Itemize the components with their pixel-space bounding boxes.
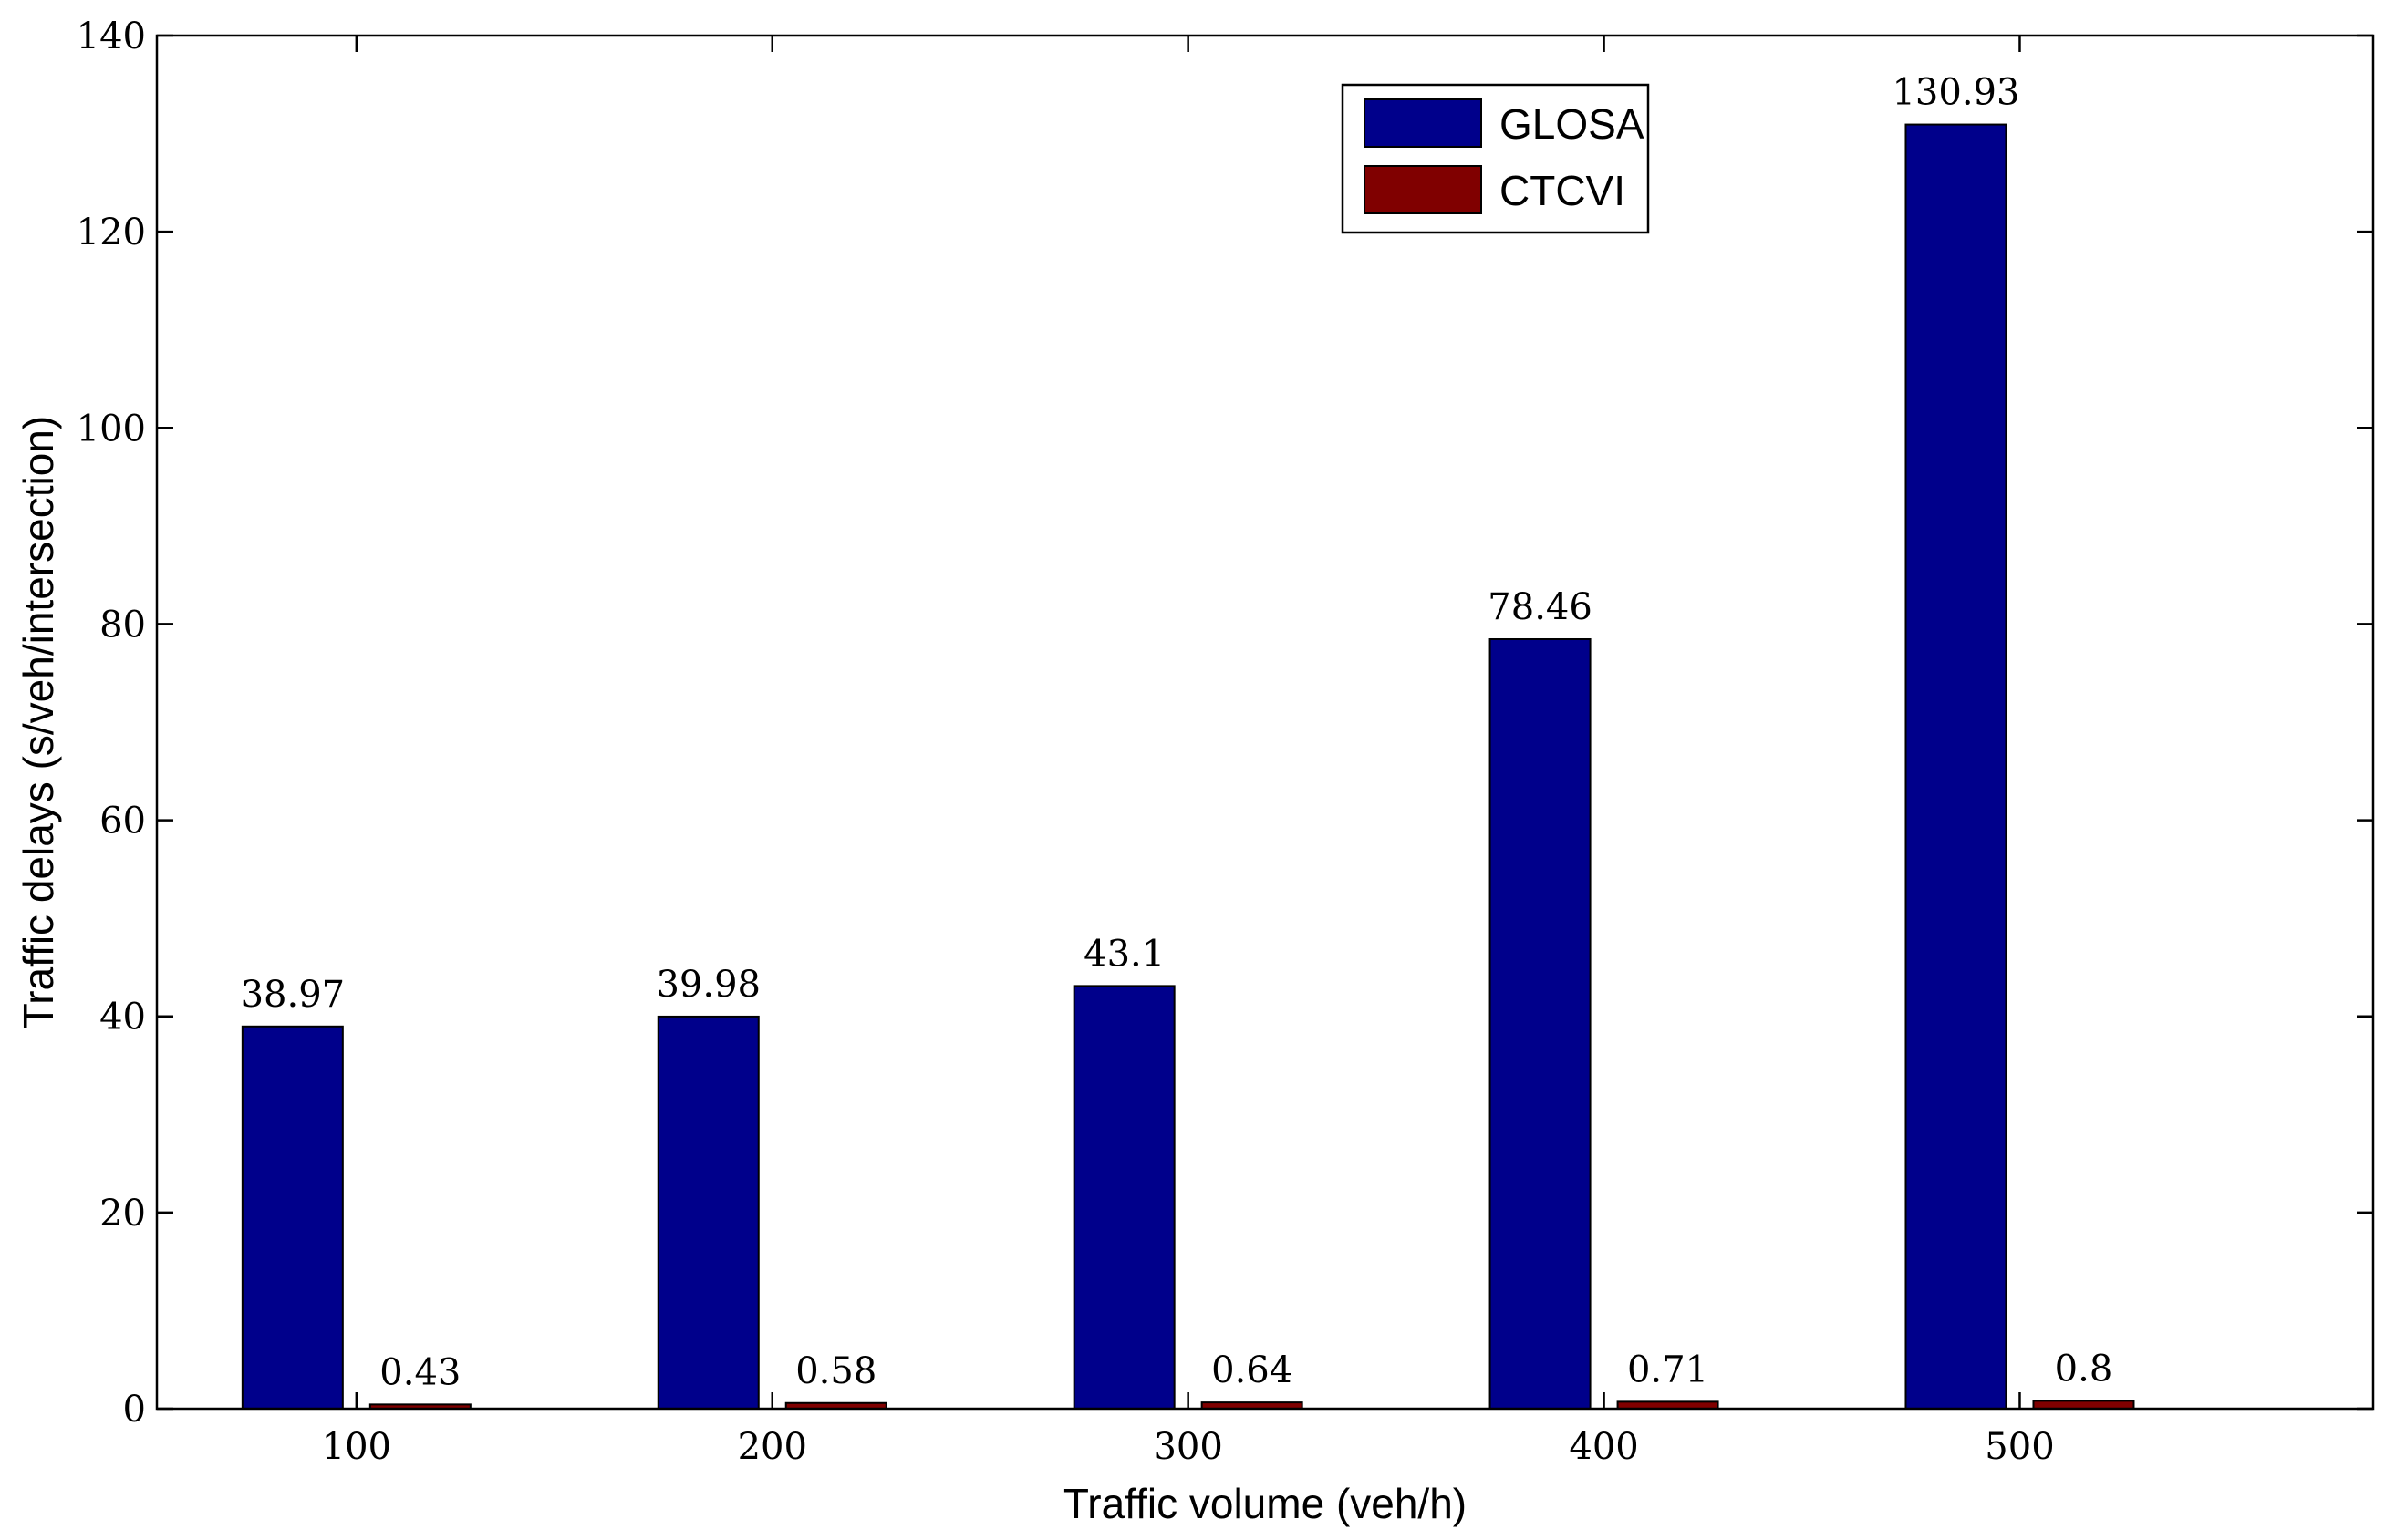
x-tick-label-200: 200 [738,1426,807,1468]
legend: GLOSA CTCVI [1341,83,1650,234]
legend-swatch-ctcvi [1364,165,1482,214]
y-tick-label-80: 80 [99,604,146,646]
legend-label-ctcvi: CTCVI [1499,167,1625,214]
x-tick-label-500: 500 [1985,1426,2054,1468]
data-label-ctcvi-100: 0.43 [379,1351,461,1393]
data-label-glosa-300: 43.1 [1084,933,1165,975]
bar-glosa-200 [657,1015,760,1410]
y-tick-label-20: 20 [99,1193,146,1235]
y-tick-label-120: 120 [77,212,146,253]
x-axis-title: Traffic volume (veh/h) [1063,1480,1467,1527]
bar-glosa-300 [1073,985,1176,1411]
y-tick-label-0: 0 [123,1389,146,1431]
legend-swatch-glosa [1364,98,1482,148]
bar-glosa-400 [1488,637,1592,1410]
data-label-ctcvi-400: 0.71 [1627,1349,1708,1390]
y-axis-title: Traffic delays (s/veh/intersection) [15,416,62,1028]
data-label-ctcvi-200: 0.58 [795,1350,876,1392]
data-label-group: 38.97 0.43 39.98 0.58 43.1 0.64 78.46 0.71 130.9… [241,72,2113,1394]
y-tick-label-40: 40 [99,997,146,1039]
data-label-glosa-200: 39.98 [656,964,761,1006]
plot-area [157,36,2373,1409]
data-label-ctcvi-500: 0.8 [2055,1348,2113,1390]
x-tick-label-400: 400 [1569,1426,1638,1468]
data-label-glosa-500: 130.93 [1892,72,2019,114]
data-label-glosa-400: 78.46 [1488,586,1592,628]
plot-frame [155,34,2375,1411]
data-label-ctcvi-300: 0.64 [1211,1349,1292,1391]
x-tick-label-100: 100 [322,1426,391,1468]
y-tick-label-100: 100 [77,408,146,450]
tick-label-group: 100 200 300 400 500 0 20 40 60 80 100 120 140 [77,16,2055,1468]
x-tick-label-300: 300 [1153,1426,1222,1468]
bar-group [241,123,2135,1411]
bar-glosa-500 [1904,123,2007,1411]
y-tick-label-60: 60 [99,801,146,842]
y-tick-label-140: 140 [77,16,146,57]
legend-label-glosa: GLOSA [1499,100,1644,148]
bar-glosa-100 [241,1025,344,1411]
bar-ctcvi-500 [2032,1400,2135,1411]
data-label-glosa-100: 38.97 [241,974,346,1016]
